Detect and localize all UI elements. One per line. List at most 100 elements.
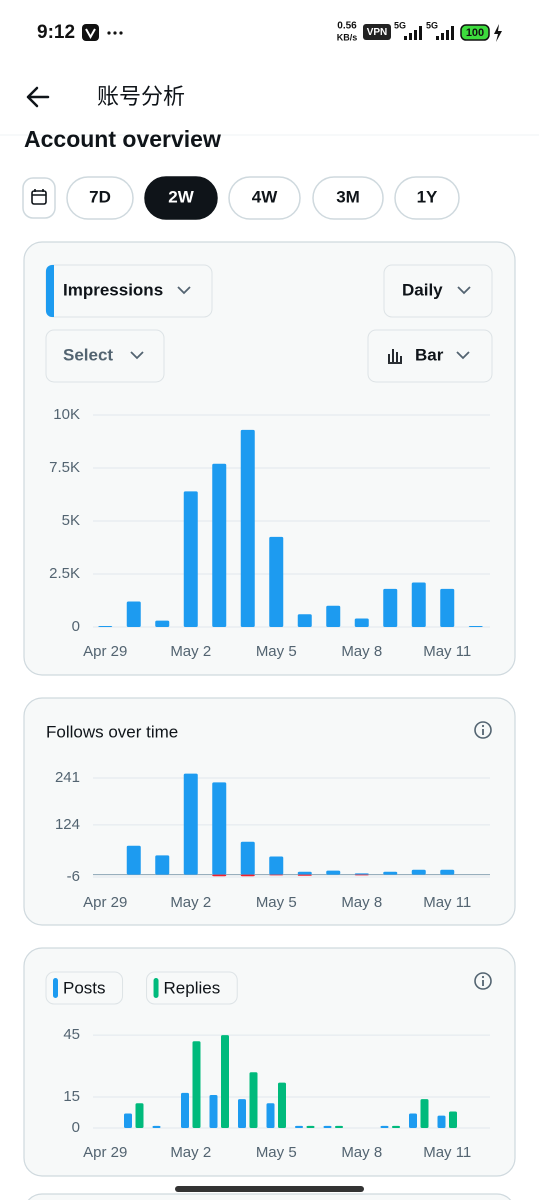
chart-title: Follows over time	[46, 722, 178, 741]
chart-card	[23, 697, 516, 926]
interval-dropdown[interactable]	[383, 264, 493, 318]
battery-level: 100	[466, 27, 484, 39]
period-label: 3M	[336, 187, 360, 206]
bar	[392, 1125, 400, 1128]
battery-icon	[460, 24, 490, 41]
chart-card	[27, 1193, 512, 1200]
bar	[212, 782, 227, 875]
bar	[269, 856, 284, 875]
bar	[411, 582, 426, 627]
dot	[119, 31, 123, 35]
y-tick-label: 0	[72, 618, 80, 635]
bar	[468, 625, 483, 627]
bar	[266, 1103, 275, 1128]
bar	[437, 1115, 446, 1128]
x-tick-label: May 11	[423, 894, 471, 911]
period-button[interactable]	[144, 176, 218, 220]
y-tick-label: 0	[72, 1119, 80, 1136]
info-icon[interactable]	[474, 721, 492, 739]
bar	[183, 773, 198, 875]
legend-chip[interactable]	[146, 971, 238, 1005]
compare-label: Select	[63, 345, 113, 364]
y-tick-label: 15	[63, 1088, 80, 1105]
x-tick-label: May 5	[256, 1144, 297, 1161]
bar	[152, 1125, 161, 1128]
bar	[212, 874, 227, 877]
period-button[interactable]	[394, 176, 460, 220]
calendar-icon	[31, 190, 47, 205]
bar	[323, 1125, 332, 1128]
signal-icon	[436, 26, 454, 40]
dot	[113, 31, 117, 35]
bar	[354, 874, 369, 876]
period-button[interactable]	[228, 176, 301, 220]
x-tick-label: May 5	[256, 894, 297, 911]
bar	[192, 1041, 201, 1128]
period-label: 4W	[252, 187, 278, 206]
x-tick-label: May 8	[341, 1144, 382, 1161]
period-button[interactable]	[312, 176, 384, 220]
status-time: 9:12	[37, 22, 75, 43]
bar	[126, 845, 141, 875]
y-tick-label: 124	[55, 816, 80, 833]
bar	[249, 1072, 258, 1128]
bar	[98, 625, 113, 627]
info-icon	[481, 724, 485, 728]
period-label: 7D	[89, 187, 111, 206]
section-title: Account overview	[24, 126, 221, 152]
chevron	[457, 286, 471, 295]
bar	[135, 1103, 144, 1128]
period-label: 2W	[168, 187, 194, 206]
legend-chip[interactable]	[45, 971, 124, 1005]
vpn-badge	[363, 24, 391, 40]
bar	[183, 491, 198, 627]
app-icon-glyph	[85, 28, 96, 40]
y-tick-label: 2.5K	[49, 565, 80, 582]
y-tick-label: 5K	[62, 512, 80, 529]
x-tick-label: May 2	[170, 1144, 211, 1161]
bar	[126, 601, 141, 627]
network-type: 5G	[394, 20, 406, 30]
bar	[297, 874, 312, 876]
chevron	[130, 351, 144, 360]
x-tick-label: Apr 29	[83, 1144, 127, 1161]
x-tick-label: Apr 29	[83, 894, 127, 911]
bar	[306, 1125, 315, 1128]
legend-label: Posts	[63, 978, 106, 997]
charging-icon	[494, 24, 502, 42]
chart-style-dropdown[interactable]	[367, 329, 493, 383]
x-tick-label: May 5	[256, 643, 297, 660]
info-icon[interactable]	[474, 972, 492, 990]
legend-swatch	[153, 978, 159, 998]
metric-indicator	[46, 265, 54, 317]
calendar-button[interactable]	[22, 177, 56, 219]
x-tick-label: Apr 29	[83, 643, 127, 660]
chevron	[456, 351, 470, 360]
x-tick-label: May 8	[341, 643, 382, 660]
bar	[181, 1092, 189, 1128]
bar	[238, 1099, 246, 1128]
period-button[interactable]	[66, 176, 134, 220]
calendar-icon	[32, 189, 46, 196]
bar	[209, 1094, 218, 1128]
y-tick-label: 241	[55, 769, 80, 786]
bar	[420, 1099, 429, 1128]
bar	[240, 874, 255, 877]
back-button[interactable]	[26, 86, 50, 108]
metric-label: Impressions	[63, 280, 163, 299]
bar	[278, 1082, 286, 1128]
bar	[240, 841, 255, 875]
bar	[335, 1125, 343, 1128]
y-tick-label: -6	[67, 868, 80, 885]
dot	[107, 31, 111, 35]
app-icon	[82, 24, 99, 41]
bar	[269, 874, 284, 876]
page-title: 账号分析	[97, 84, 185, 109]
bar	[269, 536, 284, 627]
bar	[354, 618, 369, 627]
compare-dropdown[interactable]	[45, 329, 165, 383]
x-tick-label: May 2	[170, 894, 211, 911]
net-speed: 0.56	[337, 21, 357, 32]
bar	[326, 605, 341, 627]
